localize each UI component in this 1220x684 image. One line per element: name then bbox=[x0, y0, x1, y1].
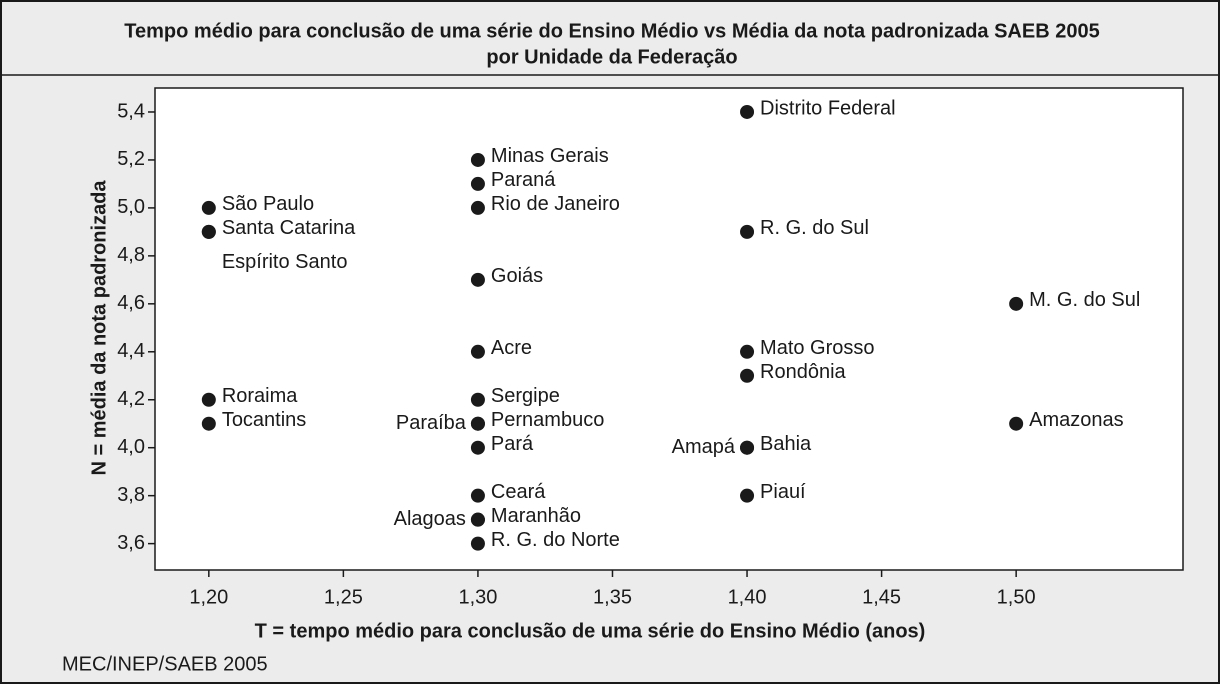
point-label: Acre bbox=[491, 337, 532, 359]
point bbox=[201, 200, 216, 215]
point bbox=[470, 536, 485, 551]
point-label: Distrito Federal bbox=[760, 97, 896, 119]
point bbox=[740, 368, 755, 383]
point-label: Alagoas bbox=[394, 508, 466, 530]
point bbox=[740, 104, 755, 119]
y-tick-label: 4,8 bbox=[117, 244, 145, 266]
point bbox=[740, 344, 755, 359]
plot-area bbox=[154, 87, 1184, 571]
x-tick-label: 1,45 bbox=[862, 586, 901, 608]
point-label: M. G. do Sul bbox=[1029, 289, 1140, 311]
point bbox=[470, 440, 485, 455]
point-label: Paraíba bbox=[396, 412, 467, 434]
point-label: Sergipe bbox=[491, 385, 560, 407]
point-label: Tocantins bbox=[222, 409, 307, 431]
point bbox=[470, 176, 485, 191]
point-label: Amapá bbox=[672, 436, 736, 458]
point bbox=[201, 224, 216, 239]
point bbox=[740, 440, 755, 455]
point-label: Mato Grosso bbox=[760, 337, 874, 359]
y-tick-label: 3,8 bbox=[117, 484, 145, 506]
point-label: Amazonas bbox=[1029, 409, 1124, 431]
point-label: R. G. do Sul bbox=[760, 217, 869, 239]
point-label: Piauí bbox=[760, 481, 806, 503]
point-label: Rio de Janeiro bbox=[491, 193, 620, 215]
y-tick-label: 3,6 bbox=[117, 532, 145, 554]
y-tick-label: 5,0 bbox=[117, 196, 145, 218]
point bbox=[1009, 416, 1024, 431]
point-label: Pará bbox=[491, 433, 534, 455]
y-tick-label: 5,2 bbox=[117, 148, 145, 170]
point-label: Maranhão bbox=[491, 505, 581, 527]
point bbox=[470, 344, 485, 359]
y-tick-label: 4,2 bbox=[117, 388, 145, 410]
point-label: Santa Catarina bbox=[222, 217, 356, 239]
y-tick-label: 4,0 bbox=[117, 436, 145, 458]
point-label: R. G. do Norte bbox=[491, 529, 620, 551]
point-label: Rondônia bbox=[760, 361, 847, 383]
point-label: Paraná bbox=[491, 169, 556, 191]
x-axis-label: T = tempo médio para conclusão de uma sé… bbox=[255, 620, 926, 642]
point-label: Pernambuco bbox=[491, 409, 604, 431]
point bbox=[470, 392, 485, 407]
x-tick-label: 1,35 bbox=[593, 586, 632, 608]
x-tick-label: 1,50 bbox=[997, 586, 1036, 608]
point bbox=[470, 200, 485, 215]
y-axis-label: N = média da nota padronizada bbox=[88, 180, 110, 476]
point bbox=[470, 512, 485, 527]
x-tick-label: 1,40 bbox=[728, 586, 767, 608]
x-tick-label: 1,25 bbox=[324, 586, 363, 608]
point bbox=[470, 416, 485, 431]
point-label: São Paulo bbox=[222, 193, 314, 215]
y-tick-label: 4,6 bbox=[117, 292, 145, 314]
point-label: Ceará bbox=[491, 481, 546, 503]
x-tick-label: 1,20 bbox=[189, 586, 228, 608]
point-label: Bahia bbox=[760, 433, 812, 455]
point bbox=[740, 224, 755, 239]
y-tick-label: 5,4 bbox=[117, 100, 145, 122]
point bbox=[1009, 296, 1024, 311]
chart-subtitle: por Unidade da Federação bbox=[486, 46, 737, 68]
point bbox=[201, 416, 216, 431]
y-tick-label: 4,4 bbox=[117, 340, 145, 362]
point-label: Espírito Santo bbox=[222, 251, 348, 273]
point-label: Roraima bbox=[222, 385, 298, 407]
chart-title: Tempo médio para conclusão de uma série … bbox=[124, 20, 1099, 42]
point bbox=[470, 152, 485, 167]
point bbox=[470, 488, 485, 503]
source: MEC/INEP/SAEB 2005 bbox=[62, 653, 268, 675]
point bbox=[740, 488, 755, 503]
point-label: Goiás bbox=[491, 265, 543, 287]
point bbox=[470, 272, 485, 287]
point bbox=[201, 392, 216, 407]
point-label: Minas Gerais bbox=[491, 145, 609, 167]
x-tick-label: 1,30 bbox=[458, 586, 497, 608]
